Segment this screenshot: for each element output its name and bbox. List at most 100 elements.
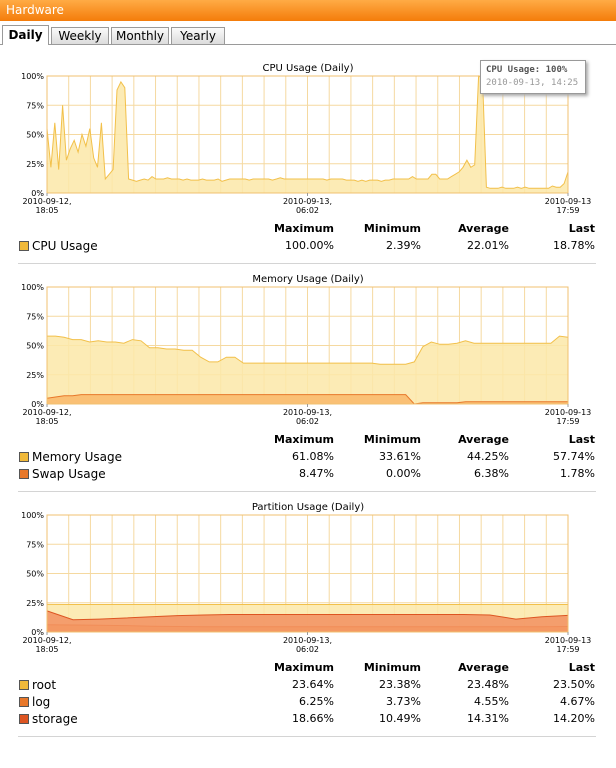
legend-label: CPU Usage	[32, 239, 98, 253]
series-area-cpu-usage	[47, 76, 568, 193]
x-tick-time: 18:05	[35, 417, 58, 426]
stats-value: 23.50%	[553, 678, 595, 691]
stats-value: 23.64%	[292, 678, 334, 691]
stats-value: 6.25%	[299, 695, 334, 708]
stats-value: 14.20%	[553, 712, 595, 725]
x-tick-date: 2010-09-12,	[22, 636, 71, 645]
legend-label: Swap Usage	[32, 467, 106, 481]
legend-swatch	[19, 241, 29, 251]
x-tick-time: 06:02	[296, 645, 319, 654]
tab-monthly[interactable]: Monthly	[111, 27, 169, 44]
legend-swatch	[19, 452, 29, 462]
memory-usage-chart: 0% 25% 50% 75% 100% 2010-09-12,18:05 2010-09-1…	[21, 283, 592, 426]
y-tick-label: 100%	[21, 511, 44, 520]
stats-value: 57.74%	[553, 450, 595, 463]
stats-value: 33.61%	[379, 450, 421, 463]
x-tick-time: 18:05	[35, 206, 58, 215]
stats-value: 10.49%	[379, 712, 421, 725]
stats-value: 8.47%	[299, 467, 334, 480]
window-title-bar: Hardware	[0, 0, 616, 21]
series-area-storage	[47, 610, 568, 632]
series-area-memory-usage	[47, 336, 568, 404]
stats-value: 18.66%	[292, 712, 334, 725]
cpu-chart-title: CPU Usage (Daily)	[262, 63, 354, 74]
tab-weekly[interactable]: Weekly	[51, 27, 109, 44]
stats-value: 22.01%	[467, 239, 509, 252]
stats-header-maximum: Maximum	[274, 433, 334, 446]
y-tick-label: 25%	[26, 371, 44, 380]
stats-value: 14.31%	[467, 712, 509, 725]
divider	[18, 491, 596, 492]
y-tick-label: 0%	[31, 400, 44, 409]
x-tick-time: 06:02	[296, 417, 319, 426]
x-tick-time: 18:05	[35, 645, 58, 654]
tab-daily[interactable]: Daily	[2, 25, 49, 45]
stats-header-last: Last	[568, 661, 595, 674]
x-tick-date: 2010-09-12,	[22, 197, 71, 206]
legend-swatch	[19, 680, 29, 690]
stats-header-average: Average	[458, 433, 509, 446]
stats-header-maximum: Maximum	[274, 222, 334, 235]
y-tick-label: 75%	[26, 540, 44, 549]
y-tick-label: 0%	[31, 628, 44, 637]
stats-value: 61.08%	[292, 450, 334, 463]
legend-label: Memory Usage	[32, 450, 123, 464]
window-title: Hardware	[6, 3, 64, 17]
y-tick-label: 75%	[26, 101, 44, 110]
y-tick-label: 100%	[21, 72, 44, 81]
memory-chart-title: Memory Usage (Daily)	[252, 274, 364, 285]
stats-value: 18.78%	[553, 239, 595, 252]
series-line-memory-usage	[47, 335, 569, 365]
stats-value: 3.73%	[386, 695, 421, 708]
x-tick-date: 2010-09-13,	[283, 408, 332, 417]
x-tick-date: 2010-09-13,	[283, 197, 332, 206]
x-tick-time: 06:02	[296, 206, 319, 215]
stats-header-minimum: Minimum	[363, 222, 421, 235]
stats-value: 1.78%	[560, 467, 595, 480]
stats-header-last: Last	[568, 222, 595, 235]
x-tick-time: 17:59	[556, 645, 579, 654]
stats-value: 4.55%	[474, 695, 509, 708]
x-tick-date: 2010-09-12,	[22, 408, 71, 417]
tab-yearly[interactable]: Yearly	[171, 27, 225, 44]
x-tick-time: 17:59	[556, 417, 579, 426]
stats-value: 2.39%	[386, 239, 421, 252]
stats-header-average: Average	[458, 661, 509, 674]
legend-swatch	[19, 697, 29, 707]
x-tick-date: 2010-09-13,	[283, 636, 332, 645]
legend-label: log	[32, 695, 51, 709]
y-tick-label: 0%	[31, 189, 44, 198]
y-tick-label: 50%	[26, 131, 44, 140]
x-tick-date: 2010-09-13	[545, 408, 592, 417]
stats-header-minimum: Minimum	[363, 661, 421, 674]
y-tick-label: 25%	[26, 160, 44, 169]
cpu-tooltip: CPU Usage: 100% 2010-09-13, 14:25	[480, 60, 586, 94]
legend-label: root	[32, 678, 57, 692]
y-tick-label: 25%	[26, 599, 44, 608]
cpu-usage-chart: 0% 25% 50% 75% 100% 2010-09-12,18:05 2010-09-1…	[21, 72, 592, 215]
series-area-swap-usage	[47, 394, 568, 404]
y-tick-label: 50%	[26, 570, 44, 579]
stats-value: 44.25%	[467, 450, 509, 463]
tooltip-value: CPU Usage: 100%	[486, 65, 568, 75]
stats-header-minimum: Minimum	[363, 433, 421, 446]
partition-chart-title: Partition Usage (Daily)	[251, 502, 365, 513]
stats-value: 23.48%	[467, 678, 509, 691]
divider	[18, 263, 596, 264]
stats-value: 23.38%	[379, 678, 421, 691]
stats-value: 6.38%	[474, 467, 509, 480]
stats-header-average: Average	[458, 222, 509, 235]
stats-value: 100.00%	[285, 239, 334, 252]
divider	[18, 736, 596, 737]
x-tick-time: 17:59	[556, 206, 579, 215]
period-tabs: Daily Weekly Monthly Yearly	[0, 25, 616, 45]
legend-swatch	[19, 469, 29, 479]
partition-usage-chart: 0% 25% 50% 75% 100% 2010-09-12,18:05 2010-09-1…	[21, 511, 592, 654]
stats-value: 0.00%	[386, 467, 421, 480]
legend-label: storage	[32, 712, 78, 726]
x-tick-date: 2010-09-13	[545, 197, 592, 206]
x-tick-date: 2010-09-13	[545, 636, 592, 645]
y-tick-label: 75%	[26, 312, 44, 321]
stats-value: 4.67%	[560, 695, 595, 708]
series-line-storage	[46, 610, 569, 621]
